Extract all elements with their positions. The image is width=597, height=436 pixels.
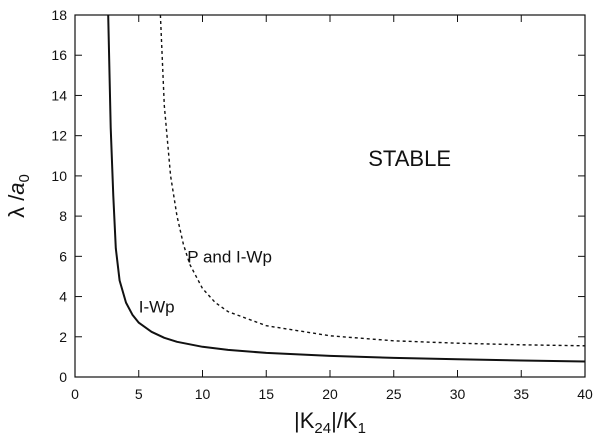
y-tick-label: 8: [59, 208, 67, 224]
solid-boundary-line: [107, 14, 586, 363]
annotation-label: P and I-Wp: [187, 247, 272, 266]
y-axis-title-part: a: [4, 182, 29, 194]
y-tick-label: 18: [51, 7, 67, 23]
x-axis-title-part: 24: [314, 420, 331, 436]
x-axis-title-part: |/K: [331, 408, 358, 433]
y-tick-label: 4: [59, 289, 67, 305]
annotation-label: STABLE: [368, 146, 451, 171]
x-tick-label: 30: [450, 386, 466, 402]
x-tick-label: 25: [386, 386, 402, 402]
dashed-boundary-line: [159, 14, 586, 347]
y-tick-label: 14: [51, 87, 67, 103]
annotations-layer: STABLE P and I-Wp I-Wp: [139, 146, 451, 317]
y-tick-label: 2: [59, 329, 67, 345]
x-tick-label: 5: [135, 386, 143, 402]
x-tick-label: 0: [71, 386, 79, 402]
y-tick-label: 10: [51, 168, 67, 184]
x-tick-label: 35: [513, 386, 529, 402]
y-axis-title: λ /a0: [4, 174, 33, 218]
y-tick-label: 12: [51, 128, 67, 144]
ticks-layer: 0 5 10 15 20 25 30 35 40 0 2 4 6 8 10 12 14 16 18: [51, 7, 593, 402]
y-tick-label: 6: [59, 248, 67, 264]
annotation-label: I-Wp: [139, 298, 175, 317]
y-tick-label: 0: [59, 369, 67, 385]
x-tick-label: 10: [195, 386, 211, 402]
x-tick-label: 40: [577, 386, 593, 402]
curves-layer: [107, 14, 586, 363]
y-axis-title-part: 0: [16, 174, 33, 182]
x-axis-title-part: 1: [358, 420, 366, 436]
x-axis-title-part: |K: [294, 408, 315, 433]
x-axis-title: |K24|/K1: [294, 408, 366, 436]
x-tick-label: 20: [322, 386, 338, 402]
y-tick-label: 16: [51, 47, 67, 63]
y-axis-title-part: λ /: [4, 194, 29, 218]
x-tick-label: 15: [258, 386, 274, 402]
